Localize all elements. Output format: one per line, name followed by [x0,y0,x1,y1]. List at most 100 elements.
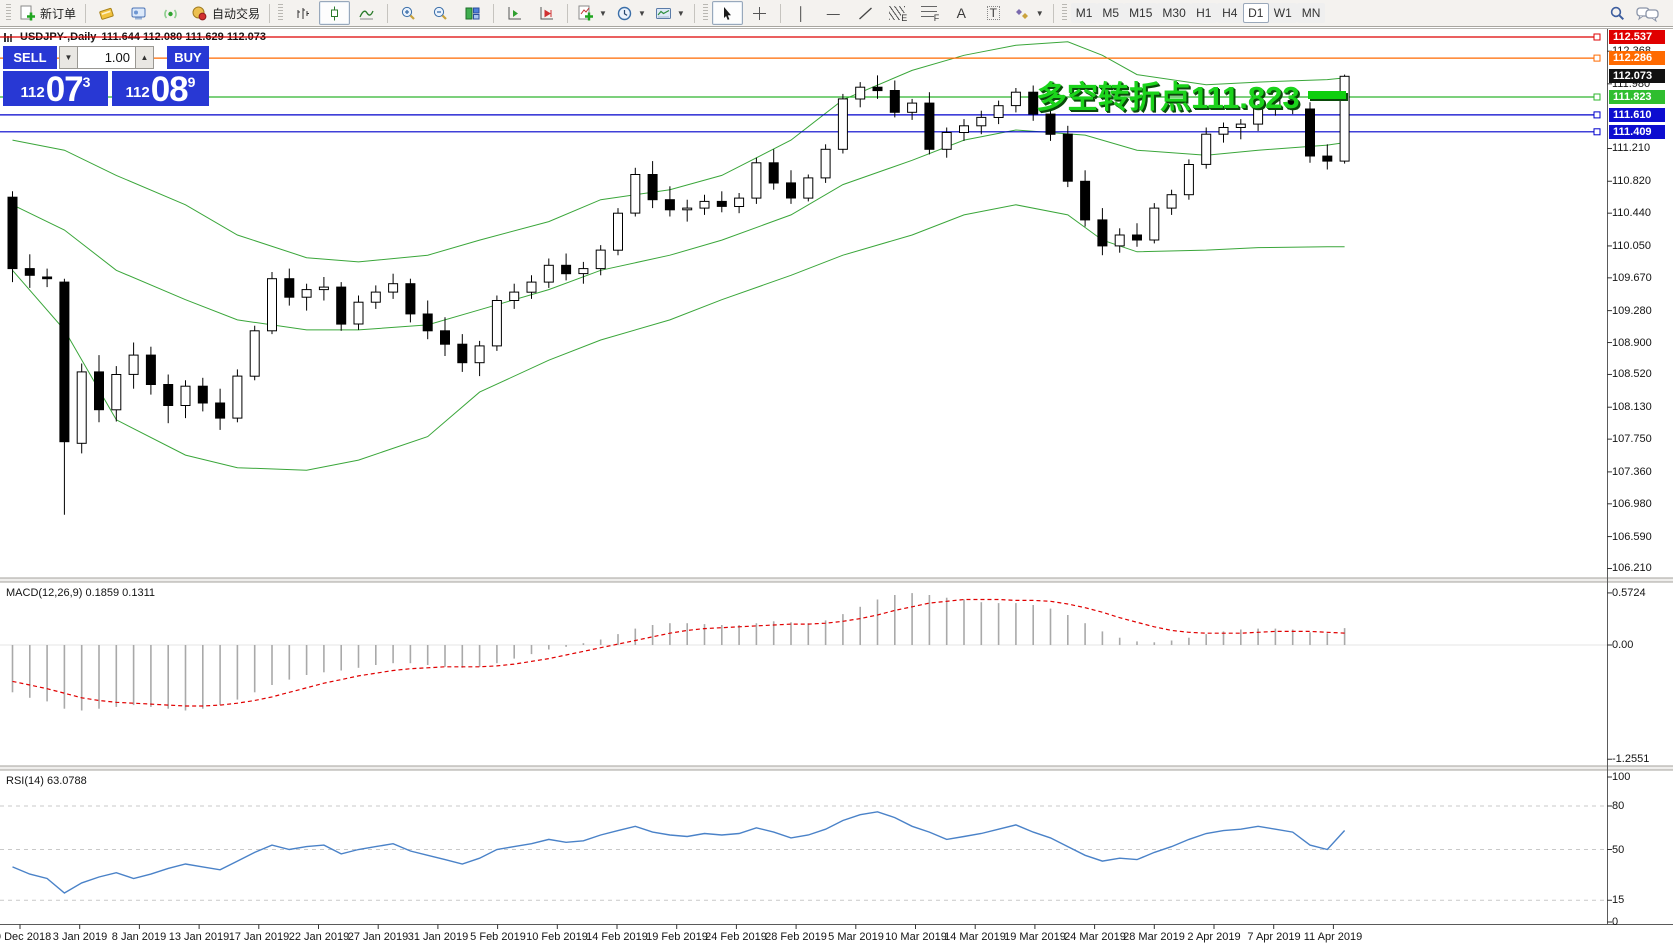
volume-decrease-button[interactable]: ▼ [59,46,78,69]
chevron-down-icon: ▼ [676,8,685,18]
zoom-out-button[interactable] [425,1,456,25]
one-click-trading-panel: SELL ▼ 1.00 ▲ BUY 112 07 3 112 08 9 [3,46,209,107]
tile-windows-button[interactable] [457,1,488,25]
timeframe-toolbar: M1 M5 M15 M30 H1 H4 D1 W1 MN [1070,3,1326,23]
signal-button[interactable] [155,1,186,25]
date-label: 17 Jan 2019 [228,931,290,943]
date-label: 7 Apr 2019 [1247,931,1301,943]
toolbar-grip[interactable] [702,4,708,22]
text-label-button[interactable]: T [978,1,1009,25]
price-scale-label: 108.520 [1612,368,1652,380]
price-scale-label: 108.130 [1612,401,1652,413]
volume-increase-button[interactable]: ▲ [135,46,154,69]
date-label: 14 Mar 2019 [944,931,1006,943]
indicators-button[interactable]: ▼ [573,1,611,25]
timeframe-h4[interactable]: H4 [1216,3,1243,23]
fibonacci-icon: F [921,6,940,23]
horizontal-line-button[interactable]: — [818,1,849,25]
rsi-scale-label: 80 [1612,800,1625,812]
rsi-scale-label: 100 [1612,771,1631,783]
sell-price-quote[interactable]: 112 07 3 [3,71,108,107]
line-chart-button[interactable] [351,1,382,25]
arrows-icon [1014,5,1031,22]
date-label: 5 Feb 2019 [470,931,526,943]
timeframe-mn[interactable]: MN [1296,3,1326,23]
price-scale-label: 106.210 [1612,562,1652,574]
zoom-in-button[interactable] [393,1,424,25]
new-order-icon [19,5,36,22]
rsi-pane [0,805,1607,901]
date-label: 19 Feb 2019 [646,931,708,943]
zoom-out-icon [432,5,449,22]
date-label: 31 Jan 2019 [407,931,469,943]
date-label: 14 Feb 2019 [586,931,648,943]
vertical-line-button[interactable]: │ [786,1,817,25]
date-label: 10 Feb 2019 [526,931,588,943]
chart-annotation-text[interactable]: 多空转折点111.823 [1036,80,1300,115]
new-order-label: 新订单 [40,6,77,21]
pane-frames [0,28,1673,925]
timeframe-m30[interactable]: M30 [1157,3,1191,23]
search-icon[interactable] [1609,5,1626,22]
line-chart-icon [358,5,375,22]
chart-shift-icon [538,5,555,22]
periods-button[interactable]: ▼ [612,1,650,25]
equidistant-channel-button[interactable]: E [882,1,913,25]
crosshair-button[interactable] [744,1,775,25]
price-level-lines [0,33,1601,136]
market-watch-button[interactable] [91,1,122,25]
auto-scroll-button[interactable] [499,1,530,25]
price-scale-label: 110.050 [1612,240,1651,252]
timeframe-h1[interactable]: H1 [1190,3,1217,23]
navigator-button[interactable] [123,1,154,25]
indicators-icon [577,5,594,22]
timeframe-d1[interactable]: D1 [1242,3,1269,23]
templates-icon [655,5,672,22]
auto-scroll-icon [506,5,523,22]
ohlc-values: 111.644 112.080 111.629 112.073 [101,31,266,43]
price-scale-label: 110.820 [1612,175,1651,187]
fibonacci-button[interactable]: F [914,1,945,25]
date-label: 30 Dec 2018 [0,931,52,943]
rsi-scale-label: 15 [1612,894,1625,906]
bar-chart-icon [294,5,311,22]
date-label: 27 Jan 2019 [347,931,409,943]
timeframe-m15[interactable]: M15 [1124,3,1158,23]
candlestick-chart-button[interactable] [319,1,351,25]
chevron-down-icon: ▼ [599,8,607,18]
cursor-button[interactable] [711,1,743,25]
timeframe-w1[interactable]: W1 [1268,3,1297,23]
toolbar-grip[interactable] [6,4,11,22]
volume-input[interactable]: 1.00 [78,46,135,69]
templates-button[interactable]: ▼ [651,1,689,25]
autotrading-button[interactable]: 自动交易 [187,1,264,25]
volume-stepper: ▼ 1.00 ▲ [59,46,154,69]
trendline-button[interactable] [850,1,881,25]
chart-shift-button[interactable] [531,1,562,25]
cursor-icon [719,5,736,22]
sell-button[interactable]: SELL [3,46,57,69]
triangle-down-icon: ▼ [64,53,73,62]
trendline-icon [857,5,874,22]
buy-button[interactable]: BUY [167,46,209,69]
arrows-button[interactable]: ▼ [1010,1,1048,25]
timeframe-m5[interactable]: M5 [1097,3,1125,23]
price-tag: 112.073 [1609,69,1665,83]
crosshair-icon [751,5,768,22]
toolbar-grip[interactable] [278,4,284,22]
text-button[interactable]: A [946,1,977,25]
price-scale-label: 109.280 [1612,305,1652,317]
price-scale-label: 106.590 [1612,531,1652,543]
buy-price-quote[interactable]: 112 08 9 [111,71,209,107]
toolbar-grip[interactable] [1061,4,1067,22]
price-tag: 111.823 [1609,90,1665,104]
macd-scale-label: -1.2551 [1612,753,1650,765]
timeframe-m1[interactable]: M1 [1070,3,1098,23]
chat-icon[interactable] [1636,5,1660,22]
price-tag: 111.610 [1609,108,1665,122]
new-order-button[interactable]: 新订单 [15,1,80,25]
bar-chart-button[interactable] [287,1,318,25]
signal-icon [162,5,179,22]
rsi-indicator-label: RSI(14) 63.0788 [6,775,87,787]
